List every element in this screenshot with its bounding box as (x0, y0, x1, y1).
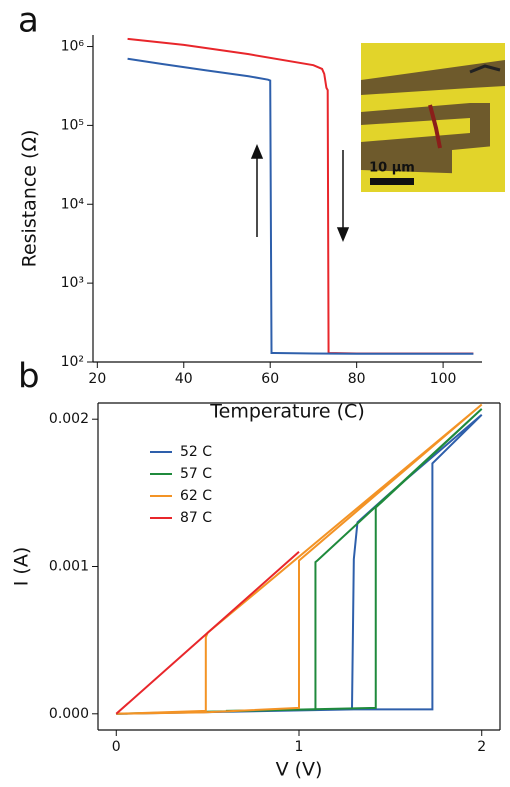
data-line (116, 403, 483, 715)
y-tick-label: 10⁵ (61, 117, 84, 133)
y-tick-label: 10³ (61, 275, 84, 291)
panel-label: a (18, 1, 39, 41)
y-tick-label: 10⁴ (61, 196, 85, 212)
y-axis-label: I (A) (11, 547, 33, 586)
scale-bar-label: 10 µm (369, 161, 415, 176)
y-axis-label: Resistance (Ω) (19, 130, 41, 268)
x-tick-label: 20 (88, 371, 106, 387)
x-tick-label: 0 (112, 739, 121, 755)
y-tick-label: 0.002 (49, 411, 89, 427)
y-tick-label: 0.000 (49, 706, 89, 722)
x-tick-label: 2 (477, 739, 486, 755)
y-tick-label: 10² (61, 354, 84, 370)
y-tick-label: 10⁶ (61, 39, 85, 55)
x-axis-label: V (V) (276, 759, 323, 781)
legend-label: 52 C (180, 444, 212, 460)
inset-image: 10 µm (361, 43, 505, 192)
data-line (127, 57, 474, 355)
legend-label: 87 C (180, 510, 212, 526)
legend-label: 62 C (180, 488, 212, 504)
data-line (115, 551, 300, 715)
x-tick-label: 1 (295, 739, 304, 755)
x-axis-label: Temperature (C) (209, 401, 365, 423)
legend-label: 57 C (180, 466, 212, 482)
x-tick-label: 60 (261, 371, 279, 387)
arrows (250, 144, 350, 242)
x-tick-label: 80 (348, 371, 366, 387)
panel-label: b (18, 357, 40, 397)
y-tick-label: 0.001 (49, 559, 89, 575)
data-line (116, 414, 483, 715)
x-tick-label: 40 (175, 371, 193, 387)
data-line (116, 408, 483, 715)
x-tick-label: 100 (430, 371, 457, 387)
